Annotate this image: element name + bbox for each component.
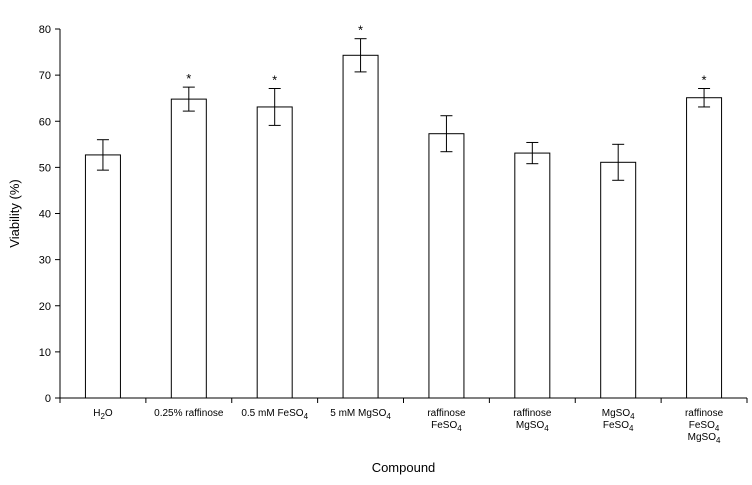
significance-marker: * — [272, 73, 277, 88]
x-tick-label: FeSO4​ — [689, 420, 720, 433]
x-tick-label: raffinose — [685, 408, 724, 419]
bars: * * * * — [84, 23, 723, 399]
bar — [84, 154, 121, 399]
x-tick-label: MgSO4​ — [602, 408, 635, 421]
bar — [600, 161, 637, 399]
x-tick-label: MgSO4​ — [688, 432, 721, 445]
y-tick-label: 30 — [39, 255, 51, 267]
y-axis: 0 10 20 30 40 50 60 70 80 — [39, 24, 61, 405]
significance-marker: * — [358, 23, 363, 38]
y-axis-title: Viability (%) — [7, 179, 22, 247]
bar — [256, 106, 293, 399]
x-tick-label: 0.5 mM FeSO4​ — [241, 408, 308, 421]
x-tick-label: raffinose — [513, 408, 552, 419]
y-tick-label: 20 — [39, 301, 51, 313]
bar — [686, 97, 723, 399]
x-tick-label: raffinose — [427, 408, 466, 419]
x-tick-label: 0.25% raffinose — [154, 408, 224, 419]
x-tick-label: FeSO4​ — [603, 420, 634, 433]
x-tick-label: H2​O — [93, 408, 113, 421]
bar — [342, 54, 379, 399]
bar — [514, 152, 551, 399]
x-axis-title: Compound — [372, 460, 436, 475]
x-tick-label: MgSO4​ — [516, 420, 549, 433]
x-axis: H2​O 0.25% raffinose 0.5 mM FeSO4​ 5 mM MgS… — [59, 397, 748, 445]
y-tick-label: 50 — [39, 162, 51, 174]
y-tick-label: 40 — [39, 209, 51, 221]
y-tick-label: 0 — [45, 393, 51, 405]
x-tick-label: 5 mM MgSO4​ — [330, 408, 391, 421]
y-tick-label: 70 — [39, 70, 51, 82]
y-tick-label: 80 — [39, 24, 51, 36]
significance-marker: * — [702, 73, 707, 88]
x-tick-label: FeSO4​ — [431, 420, 462, 433]
bar — [170, 98, 207, 399]
y-tick-label: 60 — [39, 116, 51, 128]
y-tick-label: 10 — [39, 347, 51, 359]
bar — [428, 133, 465, 399]
significance-marker: * — [186, 71, 191, 86]
